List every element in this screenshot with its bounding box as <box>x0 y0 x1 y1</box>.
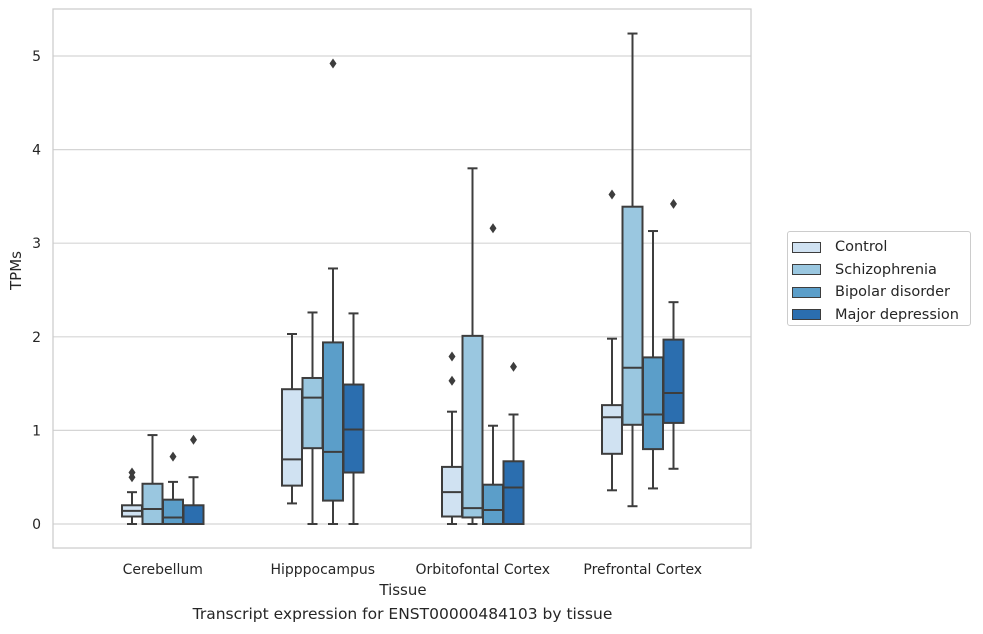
box-3-3 <box>662 198 685 470</box>
box-iqr <box>601 404 623 455</box>
box-0-1 <box>141 434 164 526</box>
box-0-3 <box>182 434 205 525</box>
box-2-3 <box>502 361 525 525</box>
box-iqr <box>621 205 644 426</box>
y-tick-labels: 0 1 2 3 4 5 <box>32 49 41 533</box>
boxes <box>121 32 685 526</box>
outlier-point <box>448 375 456 386</box>
outlier-point <box>190 434 197 445</box>
box-1-0 <box>281 332 303 505</box>
box-iqr <box>322 341 344 502</box>
box-iqr <box>502 460 525 525</box>
box-0-2 <box>162 451 184 526</box>
y-tick-label-2: 2 <box>32 330 41 346</box>
box-iqr <box>642 356 664 451</box>
x-tick-label-0: Cerebellum <box>123 562 203 578</box>
box-1-3 <box>342 312 365 525</box>
y-tick-label-1: 1 <box>32 423 41 439</box>
outlier-point <box>329 58 337 69</box>
y-axis-label: TPMs <box>7 251 25 291</box>
outlier-point <box>489 223 497 234</box>
box-iqr <box>162 498 184 526</box>
legend-swatch-control <box>792 241 821 253</box>
outlier-point <box>510 361 517 372</box>
legend-item-control: Control <box>792 236 970 259</box>
box-iqr <box>461 334 484 519</box>
x-tick-label-3: Prefrontal Cortex <box>583 562 702 578</box>
box-1-2 <box>322 58 344 525</box>
x-tick-labels: Cerebellum Hipppocampus Orbitofontal Corte… <box>123 562 702 578</box>
x-axis-label: Tissue <box>378 581 426 599</box>
outlier-point <box>608 189 616 200</box>
box-iqr <box>662 338 685 424</box>
y-tick-label-5: 5 <box>32 49 41 65</box>
plot-frame <box>52 8 752 549</box>
legend-label-major-depression: Major depression <box>835 306 959 323</box>
y-tick-label-0: 0 <box>32 517 41 533</box>
outlier-point <box>670 198 677 209</box>
box-2-0 <box>441 351 463 525</box>
legend: Control Schizophrenia Bipolar disorder M… <box>787 231 971 326</box>
box-iqr <box>301 376 324 450</box>
legend-item-bipolar: Bipolar disorder <box>792 281 970 304</box>
box-2-2 <box>482 223 504 525</box>
outlier-point <box>448 351 456 362</box>
x-tick-label-1: Hipppocampus <box>270 562 375 578</box>
box-3-0 <box>601 189 623 492</box>
box-iqr <box>482 483 504 525</box>
box-3-1 <box>621 32 644 508</box>
box-iqr <box>281 388 303 487</box>
legend-item-major-depression: Major depression <box>792 304 970 327</box>
legend-label-bipolar: Bipolar disorder <box>835 284 950 301</box>
y-tick-label-3: 3 <box>32 236 41 252</box>
x-tick-label-2: Orbitofontal Cortex <box>415 562 550 578</box>
gridlines <box>53 55 751 525</box>
box-3-2 <box>642 230 664 490</box>
legend-item-schizophrenia: Schizophrenia <box>792 259 970 282</box>
legend-swatch-schizophrenia <box>792 264 821 276</box>
outlier-point <box>128 467 136 478</box>
legend-swatch-bipolar <box>792 286 821 298</box>
legend-label-control: Control <box>835 239 888 256</box>
y-tick-label-4: 4 <box>32 143 41 159</box>
box-2-1 <box>461 167 484 525</box>
box-0-0 <box>121 467 143 525</box>
box-iqr <box>141 482 164 526</box>
legend-swatch-major-depression <box>792 309 821 321</box>
outlier-point <box>169 451 177 462</box>
legend-label-schizophrenia: Schizophrenia <box>835 261 937 278</box>
box-1-1 <box>301 311 324 525</box>
box-iqr <box>182 504 205 525</box>
chart-caption: Transcript expression for ENST0000048410… <box>192 605 613 623</box>
